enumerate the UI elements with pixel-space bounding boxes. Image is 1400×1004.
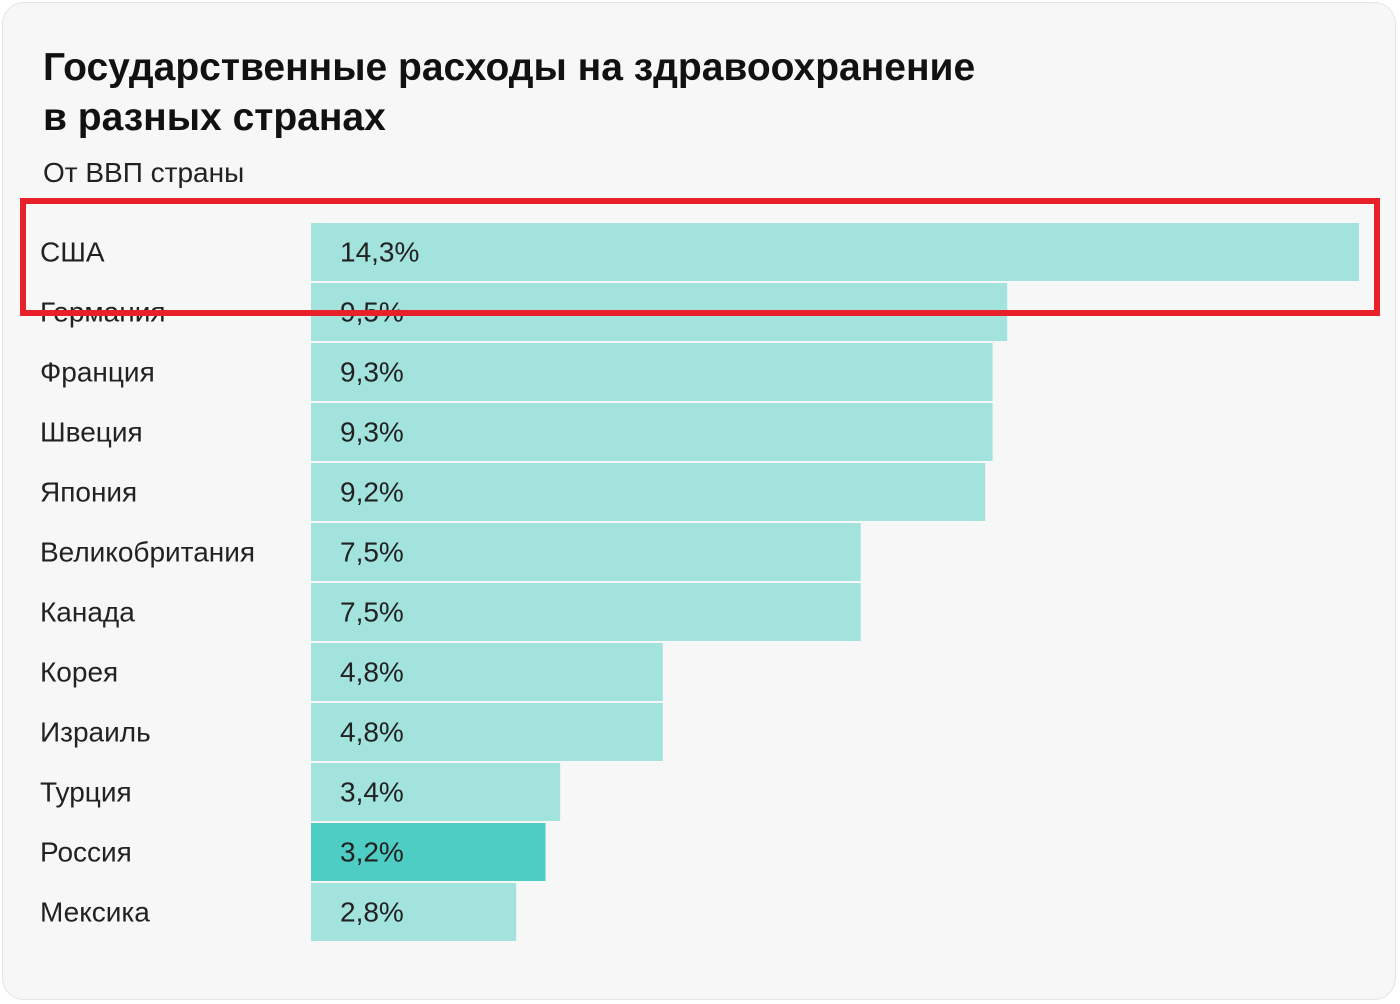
bar-row-0 <box>311 223 1359 281</box>
chart-title: Государственные расходы на здравоохранен… <box>43 43 1143 143</box>
category-label-row-1: Германия <box>40 297 166 328</box>
category-label-row-0: США <box>40 237 105 268</box>
chart-title-line-1: Государственные расходы на здравоохранен… <box>43 46 976 89</box>
category-label-row-3: Швеция <box>40 417 143 448</box>
value-label-row-10: 3,2% <box>340 837 404 868</box>
value-label-row-0: 14,3% <box>340 237 419 268</box>
value-label-row-11: 2,8% <box>340 897 404 928</box>
value-label-row-6: 7,5% <box>340 597 404 628</box>
category-label-row-11: Мексика <box>40 897 150 928</box>
bar-row-4 <box>311 463 986 521</box>
value-label-row-1: 9,5% <box>340 297 404 328</box>
bar-row-7 <box>311 643 663 701</box>
category-label-row-2: Франция <box>40 357 155 388</box>
category-label-row-10: Россия <box>40 837 132 868</box>
value-label-row-3: 9,3% <box>340 417 404 448</box>
category-label-row-6: Канада <box>40 597 135 628</box>
bar-row-6 <box>311 583 861 641</box>
value-label-row-2: 9,3% <box>340 357 404 388</box>
category-label-row-7: Корея <box>40 657 118 688</box>
chart-title-line-2: в разных странах <box>43 96 386 139</box>
chart-subtitle: От ВВП страны <box>43 157 245 188</box>
value-label-row-8: 4,8% <box>340 717 404 748</box>
category-label-row-9: Турция <box>40 777 132 808</box>
bar-row-8 <box>311 703 663 761</box>
bar-row-11 <box>311 883 517 941</box>
bar-row-1 <box>311 283 1008 341</box>
value-label-row-5: 7,5% <box>340 537 404 568</box>
bar-row-3 <box>311 403 993 461</box>
category-label-row-5: Великобритания <box>40 537 255 568</box>
value-label-row-4: 9,2% <box>340 477 404 508</box>
value-label-row-7: 4,8% <box>340 657 404 688</box>
value-label-row-9: 3,4% <box>340 777 404 808</box>
bar-row-9 <box>311 763 561 821</box>
bar-row-5 <box>311 523 861 581</box>
bar-row-10 <box>311 823 546 881</box>
category-label-row-4: Япония <box>40 477 137 508</box>
bar-row-2 <box>311 343 993 401</box>
category-label-row-8: Израиль <box>40 717 151 748</box>
